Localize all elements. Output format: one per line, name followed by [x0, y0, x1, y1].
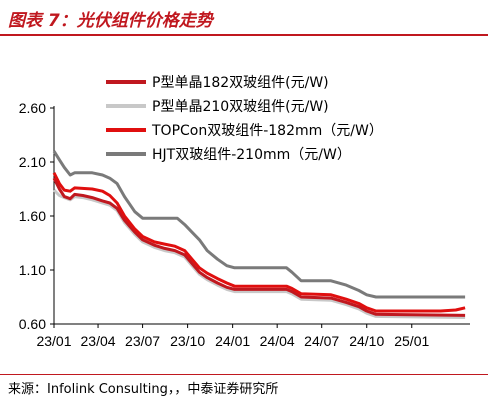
series-line-4: [52, 150, 466, 299]
x-tick-label: 24/07: [304, 333, 339, 349]
legend-label-1: P型单晶182双玻组件(元/W): [152, 75, 329, 91]
x-tick-label: 25/01: [394, 333, 429, 349]
legend-label-2: P型单晶210双玻组件(元/W): [152, 99, 329, 115]
legend: P型单晶182双玻组件(元/W) P型单晶210双玻组件(元/W) TOPCon双玻…: [106, 75, 383, 163]
series-line-1: [52, 177, 466, 317]
plot-area: [52, 150, 466, 319]
legend-label-3: TOPCon双玻组件-182mm（元/W）: [151, 123, 383, 139]
x-tick-label: 23/07: [125, 333, 160, 349]
y-tick-label: 2.60: [19, 100, 46, 116]
x-tick-label: 23/01: [36, 333, 71, 349]
x-axis: 23/01 23/04 23/07 23/10 24/01 24/04 24/07 24/10…: [36, 323, 470, 349]
y-axis: 2.60 2.10 1.60 1.10 0.60: [19, 100, 55, 332]
series-line-2: [52, 189, 466, 319]
y-tick-label: 0.60: [19, 316, 46, 332]
price-line-chart: 2.60 2.10 1.60 1.10 0.60 23/01 23/04 23/07 23/1…: [19, 75, 470, 349]
x-tick-label: 24/01: [215, 333, 250, 349]
y-tick-label: 1.60: [19, 208, 46, 224]
y-tick-label: 1.10: [19, 262, 46, 278]
x-tick-label: 24/04: [260, 333, 295, 349]
footer-divider: [0, 374, 488, 375]
series-line-3: [52, 172, 466, 313]
legend-label-4: HJT双玻组件-210mm（元/W）: [152, 147, 351, 163]
x-tick-label: 24/10: [349, 333, 384, 349]
chart-title: 图表 7：光伏组件价格走势: [8, 11, 213, 31]
title-divider: [0, 34, 488, 36]
x-tick-label: 23/04: [81, 333, 116, 349]
x-tick-label: 23/10: [170, 333, 205, 349]
source-note: 来源：Infolink Consulting，，中泰证券研究所: [8, 382, 279, 397]
y-tick-label: 2.10: [19, 154, 46, 170]
